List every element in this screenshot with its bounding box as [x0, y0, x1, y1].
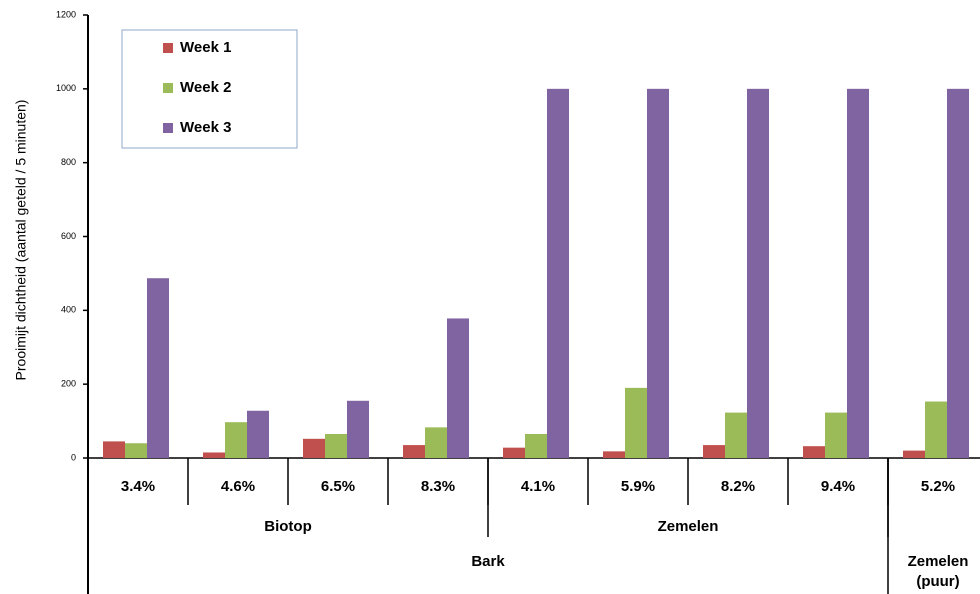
bar: [525, 434, 547, 458]
x-tick-label: 5.9%: [621, 478, 655, 495]
bar: [325, 434, 347, 458]
bar: [403, 445, 425, 458]
supergroup-label: Bark: [471, 553, 505, 570]
legend-label: Week 3: [180, 119, 231, 136]
x-tick-label: 3.4%: [121, 478, 155, 495]
bar: [425, 427, 447, 458]
bar: [503, 447, 525, 458]
x-tick-label: 9.4%: [821, 478, 855, 495]
bar: [847, 88, 869, 458]
bar: [703, 445, 725, 458]
bar: [825, 412, 847, 458]
bar: [725, 412, 747, 458]
group-label: Zemelen: [658, 518, 719, 535]
bar: [225, 422, 247, 458]
bar: [147, 278, 169, 458]
x-tick-label: 4.6%: [221, 478, 255, 495]
y-tick-label: 1000: [56, 83, 76, 93]
legend-swatch: [163, 123, 173, 133]
y-tick-label: 1200: [56, 9, 76, 19]
y-tick-label: 400: [61, 305, 76, 315]
y-tick-label: 0: [71, 452, 76, 462]
x-tick-label: 8.2%: [721, 478, 755, 495]
y-tick-label: 800: [61, 157, 76, 167]
bar: [347, 400, 369, 458]
bar: [125, 443, 147, 458]
x-tick-label: 8.3%: [421, 478, 455, 495]
bar: [903, 450, 925, 458]
group-label: Biotop: [264, 518, 311, 535]
x-tick-label: 5.2%: [921, 478, 955, 495]
y-tick-label: 200: [61, 379, 76, 389]
bar: [647, 88, 669, 458]
bar: [625, 387, 647, 458]
y-tick-label: 600: [61, 231, 76, 241]
legend-label: Week 1: [180, 39, 231, 56]
bar: [447, 318, 469, 458]
legend-swatch: [163, 83, 173, 93]
bar: [803, 446, 825, 458]
bar: [547, 88, 569, 458]
bar: [103, 441, 125, 458]
bar: [747, 88, 769, 458]
bar: [925, 401, 947, 458]
bar: [303, 438, 325, 458]
x-tick-label: 4.1%: [521, 478, 555, 495]
supergroup-label: Zemelen (puur): [907, 553, 969, 590]
bar: [203, 452, 225, 458]
bar: [603, 451, 625, 458]
legend-swatch: [163, 43, 173, 53]
bar: [947, 88, 969, 458]
legend-box: [121, 29, 298, 149]
bar: [247, 410, 269, 458]
y-axis-label: Prooimijt dichtheid (aantal geteld / 5 m…: [13, 100, 29, 381]
x-tick-label: 6.5%: [321, 478, 355, 495]
legend-label: Week 2: [180, 79, 231, 96]
